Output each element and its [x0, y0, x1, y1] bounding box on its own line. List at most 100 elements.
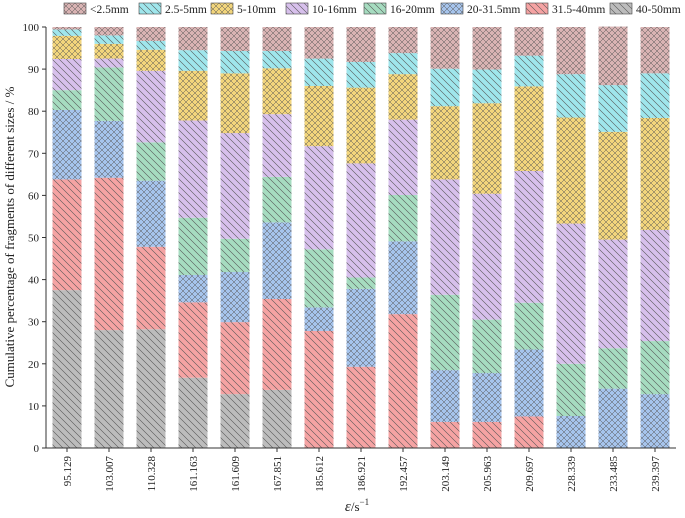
bar-stack-185.612 — [304, 27, 334, 448]
bar-segment-pattern-10-16mm — [220, 133, 250, 239]
bar-segment-pattern-20-31-5mm — [304, 307, 334, 331]
bar-segment-pattern-31-5-40mm — [220, 322, 250, 395]
bar-segment-pattern-40-50mm — [52, 290, 82, 448]
bar-segment-pattern-10-16mm — [94, 58, 124, 68]
bar-segment-pattern-40-50mm — [94, 330, 124, 448]
bar-stack-228.339 — [556, 27, 586, 448]
y-tick-label: 20 — [28, 359, 40, 371]
bar-segment-pattern-20-31-5mm — [430, 370, 460, 422]
bar-segment-pattern-5-10mm — [220, 73, 250, 134]
bar-segment-pattern-31-5-40mm — [388, 314, 418, 448]
legend-label: 5-10mm — [237, 4, 276, 16]
legend-label: <2.5mm — [90, 4, 129, 16]
bar-segment-pattern-lt-2-5mm — [220, 27, 250, 51]
bar-segment-pattern-16-20mm — [556, 363, 586, 417]
bar-segment-pattern-lt-2-5mm — [556, 27, 586, 75]
bar-segment-pattern-5-10mm — [640, 117, 670, 230]
bar-segment-pattern-5-10mm — [304, 85, 334, 147]
bar-segment-pattern-5-10mm — [52, 35, 82, 59]
bar-segment-pattern-20-31-5mm — [556, 416, 586, 448]
legend-item-lt-2-5mm: <2.5mm — [63, 2, 129, 16]
bar-segment-pattern-16-20mm — [472, 319, 502, 374]
bar-segment-pattern-lt-2-5mm — [514, 27, 544, 56]
bar-segment-pattern-2-5-5mm — [94, 35, 124, 44]
bar-segment-pattern-2-5-5mm — [472, 69, 502, 104]
bar-segment-pattern-10-16mm — [556, 223, 586, 364]
bar-segment-pattern-10-16mm — [598, 239, 628, 349]
bar-segment-pattern-2-5-5mm — [556, 74, 586, 118]
bar-segment-pattern-2-5-5mm — [346, 61, 376, 88]
legend-swatch-pattern — [211, 3, 233, 14]
bar-stack-192.457 — [388, 27, 418, 448]
bar-segment-pattern-lt-2-5mm — [472, 27, 502, 70]
bar-segment-pattern-16-20mm — [640, 341, 670, 395]
x-tick-label: 203.149 — [440, 456, 452, 492]
bar-stack-203.149 — [430, 27, 460, 448]
plot-area: 0 10 20 30 40 50 60 70 80 90 100 95.129 103.007 110.3… — [23, 22, 676, 492]
y-tick-label: 10 — [28, 401, 40, 413]
bar-segment-pattern-lt-2-5mm — [598, 26, 628, 86]
bar-segment-pattern-16-20mm — [304, 249, 334, 308]
bar-segment-pattern-31-5-40mm — [346, 366, 376, 448]
bar-segment-pattern-16-20mm — [52, 90, 82, 110]
y-tick-label: 100 — [23, 22, 40, 34]
bar-segment-pattern-16-20mm — [136, 142, 166, 181]
x-axis-symbol: ε — [345, 499, 351, 515]
bar-segment-pattern-16-20mm — [514, 302, 544, 350]
bar-segment-pattern-10-16mm — [514, 170, 544, 303]
bar-stack-161.163 — [178, 27, 208, 448]
bar-stack-205.963 — [472, 27, 502, 448]
bar-segment-pattern-20-31-5mm — [178, 274, 208, 303]
x-tick-label: 209.697 — [524, 456, 536, 492]
bar-segment-pattern-lt-2-5mm — [304, 27, 334, 59]
bar-stack-186.921 — [346, 27, 376, 448]
x-tick-label: 186.921 — [356, 456, 368, 492]
bar-segment-pattern-20-31-5mm — [346, 288, 376, 367]
legend-swatch-pattern — [610, 3, 632, 14]
bar-segment-pattern-16-20mm — [346, 277, 376, 289]
x-tick-label: 185.612 — [314, 456, 326, 492]
bar-segment-pattern-5-10mm — [598, 131, 628, 240]
bar-segment-pattern-31-5-40mm — [430, 421, 460, 448]
bar-segment-pattern-31-5-40mm — [94, 177, 124, 331]
bar-segment-pattern-2-5-5mm — [388, 53, 418, 75]
bar-segment-pattern-31-5-40mm — [262, 298, 292, 390]
bar-segment-pattern-31-5-40mm — [514, 416, 544, 448]
legend-label: 20-31.5mm — [467, 4, 520, 16]
legend-label: 2.5-5mm — [165, 4, 207, 16]
bar-stack-167.851 — [262, 27, 292, 448]
bar-segment-pattern-31-5-40mm — [178, 302, 208, 378]
legend-swatch-pattern — [64, 3, 86, 14]
y-tick-label: 70 — [28, 148, 40, 160]
legend-label: 31.5-40mm — [552, 4, 605, 16]
legend-swatch-pattern — [526, 3, 548, 14]
bar-segment-pattern-20-31-5mm — [262, 222, 292, 299]
bar-segment-pattern-40-50mm — [136, 329, 166, 448]
legend-swatch-pattern — [441, 3, 463, 14]
bar-segment-pattern-5-10mm — [430, 106, 460, 180]
legend-label: 40-50mm — [636, 4, 681, 16]
bar-segment-pattern-2-5-5mm — [178, 50, 208, 71]
bar-segment-pattern-10-16mm — [52, 58, 82, 91]
bar-segment-pattern-2-5-5mm — [598, 85, 628, 132]
x-tick-label: 239.397 — [650, 456, 662, 492]
bar-segment-pattern-10-16mm — [472, 193, 502, 320]
legend: <2.5mm 2.5-5mm 5-10mm 10-16mm 16-20mm 20-31.5… — [63, 2, 681, 16]
bar-segment-pattern-20-31-5mm — [514, 349, 544, 417]
bar-segment-pattern-5-10mm — [556, 117, 586, 224]
bar-segment-pattern-16-20mm — [388, 194, 418, 242]
bar-segment-pattern-lt-2-5mm — [52, 27, 82, 30]
bar-segment-pattern-10-16mm — [178, 120, 208, 218]
bar-stack-103.007 — [94, 27, 124, 448]
bar-segment-pattern-2-5-5mm — [514, 55, 544, 87]
bar-segment-pattern-10-16mm — [388, 119, 418, 195]
bars-layer — [52, 26, 670, 448]
y-tick-label: 40 — [28, 275, 40, 287]
x-tick-label: 167.851 — [272, 456, 284, 492]
bar-segment-pattern-2-5-5mm — [430, 68, 460, 107]
bar-segment-pattern-lt-2-5mm — [94, 27, 124, 36]
bar-segment-pattern-2-5-5mm — [52, 29, 82, 36]
y-tick-label: 30 — [28, 317, 40, 329]
bar-segment-pattern-lt-2-5mm — [136, 27, 166, 41]
